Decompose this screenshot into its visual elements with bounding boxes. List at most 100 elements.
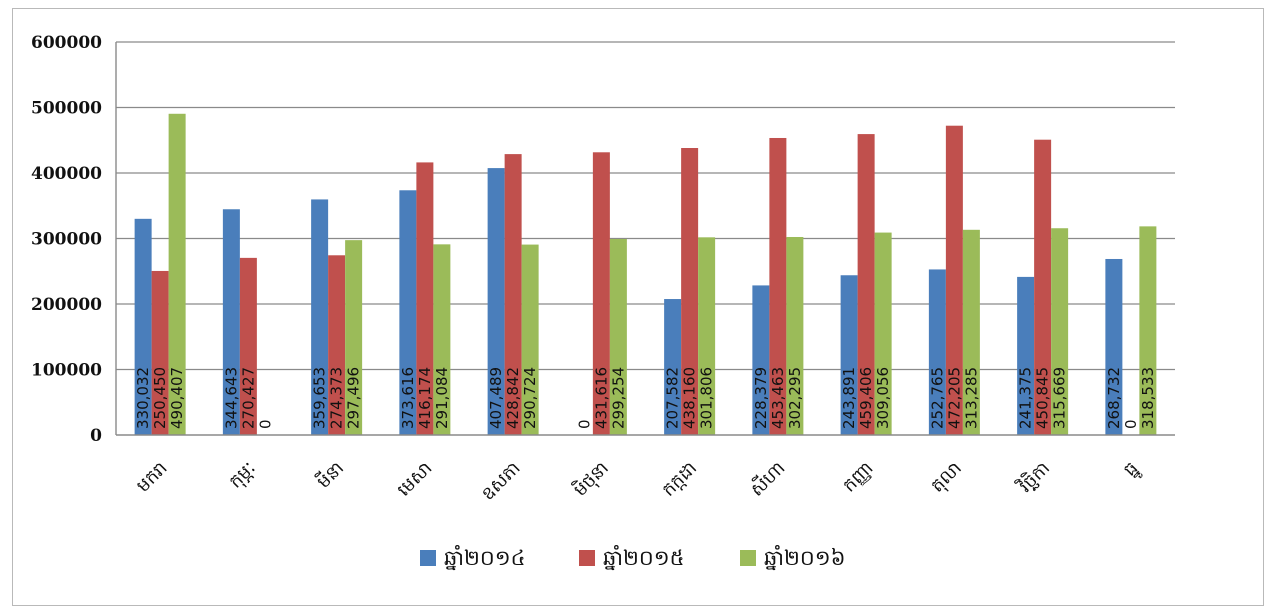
data-label: 207,582 — [664, 367, 682, 429]
x-category-label: មិថុនា — [568, 456, 613, 501]
bar — [433, 244, 451, 435]
data-label: 0 — [1122, 419, 1140, 429]
bar — [521, 244, 539, 435]
bar — [151, 270, 169, 435]
legend-swatch — [579, 550, 595, 566]
data-label: 0 — [256, 419, 274, 429]
bar — [962, 229, 980, 435]
data-label: 299,254 — [609, 367, 627, 429]
bar — [328, 255, 346, 435]
data-label: 297,496 — [345, 367, 363, 429]
data-label: 290,724 — [521, 367, 539, 429]
bar — [681, 148, 699, 436]
bar — [239, 257, 257, 435]
x-category-label: ធ្នូ — [1119, 458, 1144, 483]
x-category-label: កញ្ញា — [839, 458, 878, 497]
data-label: 228,379 — [752, 367, 770, 429]
data-label: 313,285 — [962, 367, 980, 429]
bar — [1017, 276, 1035, 435]
data-label: 268,732 — [1105, 367, 1123, 429]
x-category-label: ឧសភា — [477, 458, 524, 505]
x-category-label: មេសា — [393, 458, 436, 501]
data-label: 315,669 — [1051, 367, 1069, 429]
bar — [945, 125, 963, 436]
bar — [504, 154, 522, 435]
bar — [1139, 226, 1157, 435]
data-label: 291,084 — [433, 367, 451, 429]
legend-label: ឆ្នាំ២០១៥ — [603, 545, 685, 571]
x-category-label: សីហា — [745, 456, 790, 501]
data-label: 270,427 — [239, 367, 257, 429]
data-label: 252,765 — [928, 367, 946, 429]
bar-chart: 0 100000 200000 300000 400000 500000 600000 33… — [31, 33, 1175, 571]
y-tick-label: 500000 — [31, 99, 102, 119]
data-label: 459,406 — [857, 367, 875, 429]
data-label: 250,450 — [151, 367, 169, 429]
bar — [1034, 139, 1052, 435]
legend-label: ឆ្នាំ២០១៦ — [764, 545, 846, 571]
bar — [698, 237, 716, 435]
bar — [786, 236, 804, 435]
x-axis-categories: មករា កុម្ភៈ មីនា មេសា ឧសភា មិថុនា កក្កដា សីហា កញ… — [133, 456, 1145, 505]
data-label: 301,806 — [698, 367, 716, 429]
data-label: 241,375 — [1017, 367, 1035, 429]
data-label: 344,643 — [222, 367, 240, 429]
legend: ឆ្នាំ២០១៤ ឆ្នាំ២០១៥ ឆ្នាំ២០១៦ — [420, 545, 846, 571]
x-category-label: មីនា — [312, 456, 348, 492]
y-tick-label: 400000 — [31, 164, 102, 184]
x-category-label: កុម្ភៈ — [225, 458, 261, 494]
data-label: 359,653 — [311, 367, 329, 429]
y-axis-ticks: 0 100000 200000 300000 400000 500000 600000 — [31, 33, 102, 446]
x-category-label: តុលា — [927, 458, 967, 498]
data-label: 0 — [575, 419, 593, 429]
bar — [874, 232, 892, 435]
data-label: 407,489 — [487, 367, 505, 429]
y-tick-label: 0 — [90, 426, 102, 446]
bar — [664, 299, 682, 435]
bar — [752, 285, 770, 435]
y-tick-label: 600000 — [31, 33, 102, 53]
bar — [609, 238, 627, 435]
data-labels: 330,032 250,450 490,407 344,643 270,427 0 359,… — [134, 367, 1157, 429]
bar — [857, 134, 875, 435]
data-label: 330,032 — [134, 367, 152, 429]
data-label: 472,205 — [945, 367, 963, 429]
bar — [769, 137, 787, 435]
y-tick-label: 100000 — [31, 361, 102, 381]
data-label: 309,056 — [874, 367, 892, 429]
data-label: 431,616 — [592, 367, 610, 429]
data-label: 243,891 — [840, 367, 858, 429]
x-category-label: កក្កដា — [658, 458, 701, 501]
y-tick-label: 200000 — [31, 295, 102, 315]
bar — [416, 162, 434, 435]
bar — [1051, 228, 1069, 435]
data-label: 428,842 — [504, 367, 522, 429]
bar — [840, 275, 858, 435]
axes — [115, 42, 1175, 436]
bar — [345, 240, 363, 435]
legend-swatch — [740, 550, 756, 566]
data-label: 438,160 — [681, 367, 699, 429]
bar — [222, 209, 240, 435]
bar — [592, 152, 610, 436]
bar — [399, 190, 417, 435]
data-label: 274,373 — [328, 367, 346, 429]
legend-label: ឆ្នាំ២០១៤ — [444, 545, 526, 571]
bar — [928, 269, 946, 435]
y-tick-label: 300000 — [31, 230, 102, 250]
data-label: 416,174 — [416, 367, 434, 429]
legend-swatch — [420, 550, 436, 566]
data-label: 453,463 — [769, 367, 787, 429]
x-category-label: វិច្ឆិកា — [1013, 456, 1054, 497]
bar — [1105, 258, 1123, 435]
bar — [134, 218, 152, 435]
bar — [168, 113, 186, 435]
bars — [134, 113, 1157, 436]
x-category-label: មករា — [133, 458, 172, 497]
data-label: 490,407 — [168, 367, 186, 429]
chart-frame: 0 100000 200000 300000 400000 500000 600000 33… — [12, 8, 1264, 606]
data-label: 318,533 — [1139, 367, 1157, 429]
data-label: 373,616 — [399, 367, 417, 429]
bar — [487, 168, 505, 435]
data-label: 302,295 — [786, 367, 804, 429]
